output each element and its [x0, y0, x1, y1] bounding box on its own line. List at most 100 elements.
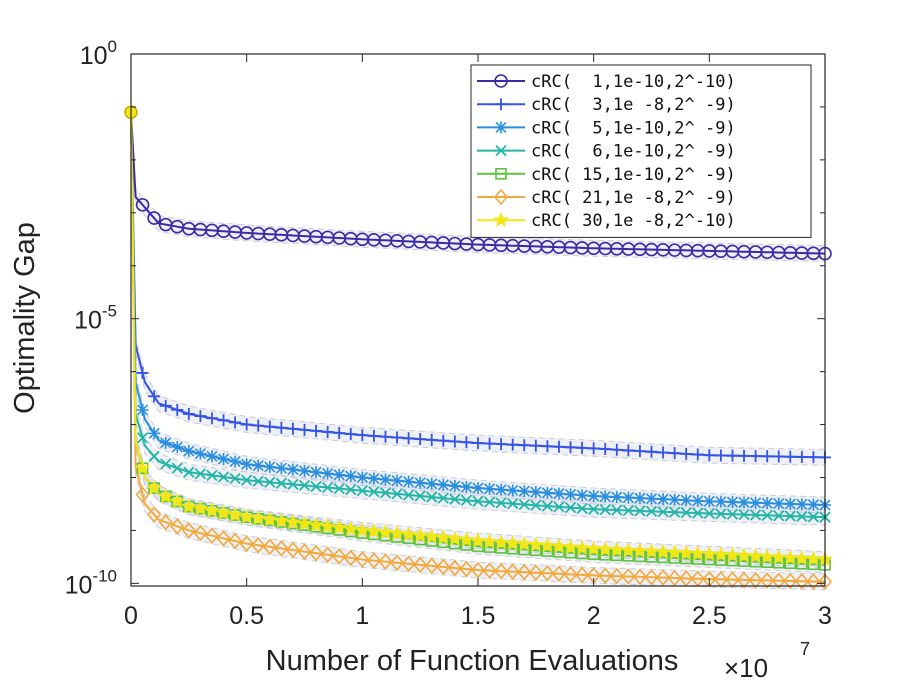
marker-4	[541, 500, 554, 512]
marker-7	[562, 539, 579, 555]
marker-7	[134, 459, 151, 476]
marker-7	[493, 534, 510, 550]
marker-3	[448, 479, 461, 492]
legend: cRC( 1,1e-10,2^-10) cRC( 3,1e -8,2^ -9) cR…	[470, 64, 812, 238]
marker-3	[437, 478, 450, 491]
marker-6	[424, 557, 439, 575]
marker-2	[448, 435, 461, 448]
marker-6	[158, 514, 173, 531]
marker-3	[472, 482, 484, 495]
marker-3	[286, 463, 299, 476]
marker-4	[657, 506, 669, 518]
marker-6	[135, 486, 150, 503]
marker-2	[356, 429, 369, 442]
marker-1	[135, 198, 150, 212]
marker-7	[631, 542, 648, 558]
marker-4	[402, 489, 415, 501]
marker-7	[504, 535, 521, 551]
marker-4	[634, 505, 646, 517]
marker-3	[738, 496, 751, 509]
marker-7	[539, 537, 556, 553]
marker-3	[171, 440, 184, 453]
marker-6	[656, 569, 671, 586]
marker-3	[749, 496, 762, 509]
marker-6	[204, 527, 220, 544]
marker-4	[183, 466, 195, 478]
marker-3	[205, 450, 218, 463]
marker-3	[136, 403, 149, 416]
marker-2	[263, 420, 276, 433]
marker-2	[552, 440, 565, 453]
marker-2	[807, 451, 820, 464]
marker-6	[355, 551, 370, 568]
marker-3	[367, 472, 380, 485]
marker-4	[148, 450, 160, 462]
marker-3	[714, 495, 727, 508]
x-tick-label: 2.5	[692, 602, 727, 630]
marker-7	[620, 542, 637, 558]
marker-3	[344, 470, 357, 483]
marker-6	[170, 518, 185, 535]
marker-4	[252, 475, 264, 487]
series-markers-2	[136, 366, 831, 464]
marker-7	[527, 536, 544, 552]
marker-2	[194, 410, 207, 423]
marker-7	[782, 549, 799, 565]
marker-6	[401, 555, 416, 572]
legend-label: cRC( 1,1e-10,2^-10)	[531, 72, 736, 92]
marker-6	[563, 566, 578, 583]
marker-2	[379, 430, 392, 443]
marker-6	[817, 573, 833, 590]
marker-2	[460, 436, 473, 449]
marker-2	[657, 446, 670, 459]
y-tick-label: 10-5	[74, 302, 117, 335]
marker-7	[331, 519, 348, 535]
marker-7	[261, 511, 278, 527]
marker-6	[806, 573, 821, 590]
marker-2	[252, 419, 265, 432]
marker-3	[645, 492, 658, 505]
marker-3	[402, 475, 415, 488]
marker-3	[298, 464, 311, 477]
marker-2	[310, 424, 323, 437]
marker-6	[332, 548, 347, 565]
marker-2	[645, 445, 658, 458]
marker-6	[609, 567, 624, 585]
marker-6	[771, 572, 786, 589]
marker-3	[229, 455, 242, 468]
marker-3	[657, 493, 670, 506]
marker-6	[309, 544, 324, 562]
marker-6	[239, 535, 254, 552]
legend-label: cRC( 5,1e-10,2^ -9)	[531, 118, 736, 138]
marker-7	[608, 541, 625, 557]
marker-2	[518, 439, 531, 452]
marker-1	[147, 211, 161, 225]
marker-7	[365, 523, 382, 539]
x-axis-title: Number of Function Evaluations	[266, 645, 679, 677]
marker-2	[738, 449, 751, 462]
marker-3	[333, 468, 346, 481]
marker-2	[772, 450, 785, 463]
marker-4	[472, 495, 484, 507]
legend-marker	[495, 98, 507, 111]
marker-4	[576, 502, 588, 515]
marker-2	[240, 418, 253, 431]
x-tick-label: 1	[355, 602, 369, 630]
marker-7	[712, 546, 729, 562]
marker-3	[680, 494, 693, 507]
marker-4	[703, 507, 715, 520]
marker-7	[446, 530, 463, 546]
marker-6	[598, 567, 613, 585]
marker-3	[240, 458, 253, 471]
marker-6	[436, 558, 451, 576]
marker-7	[747, 548, 764, 564]
marker-4	[807, 511, 820, 523]
marker-4	[692, 507, 704, 519]
marker-3	[541, 486, 554, 499]
marker-4	[345, 484, 357, 496]
marker-2	[148, 390, 161, 403]
x-tick-label: 2	[587, 602, 601, 630]
marker-3	[495, 483, 508, 496]
marker-2	[217, 414, 230, 427]
marker-7	[689, 545, 706, 561]
